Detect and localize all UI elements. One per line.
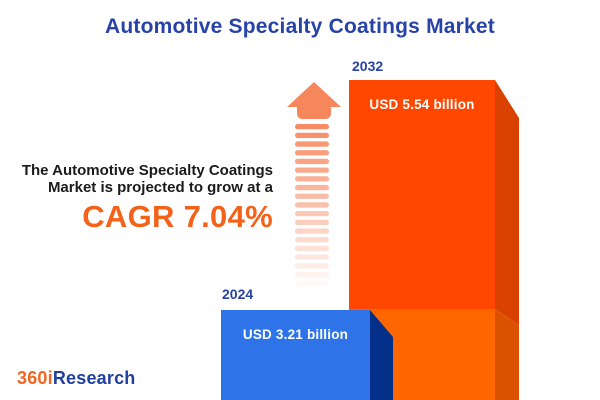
year-label-2024: 2024 [222, 286, 254, 302]
cagr-value: CAGR 7.04% [82, 199, 273, 234]
bar-2032-side-top [495, 80, 519, 325]
description-line-1: The Automotive Specialty Coatings [21, 162, 273, 179]
bar-2032-side-bottom [495, 309, 519, 400]
logo-part-research: Research [52, 368, 136, 388]
logo-part-360i: 360i [17, 368, 53, 388]
bar-value-2032: USD 5.54 billion [369, 97, 475, 112]
page-title: Automotive Specialty Coatings Market [105, 15, 495, 38]
bar-value-2024: USD 3.21 billion [242, 327, 349, 342]
bar-2024-side [370, 310, 393, 400]
description-line-2: Market is projected to grow at a [47, 179, 273, 196]
arrow-dashes [295, 124, 329, 286]
bar-2024-face [221, 310, 370, 400]
market-description: The Automotive Specialty Coatings Market… [0, 162, 273, 234]
company-logo: 360iResearch [17, 368, 136, 389]
growth-arrow-icon [287, 82, 341, 286]
arrow-head [287, 82, 341, 119]
year-label-2032: 2032 [352, 58, 384, 74]
bar-2032-face-top [349, 80, 495, 309]
